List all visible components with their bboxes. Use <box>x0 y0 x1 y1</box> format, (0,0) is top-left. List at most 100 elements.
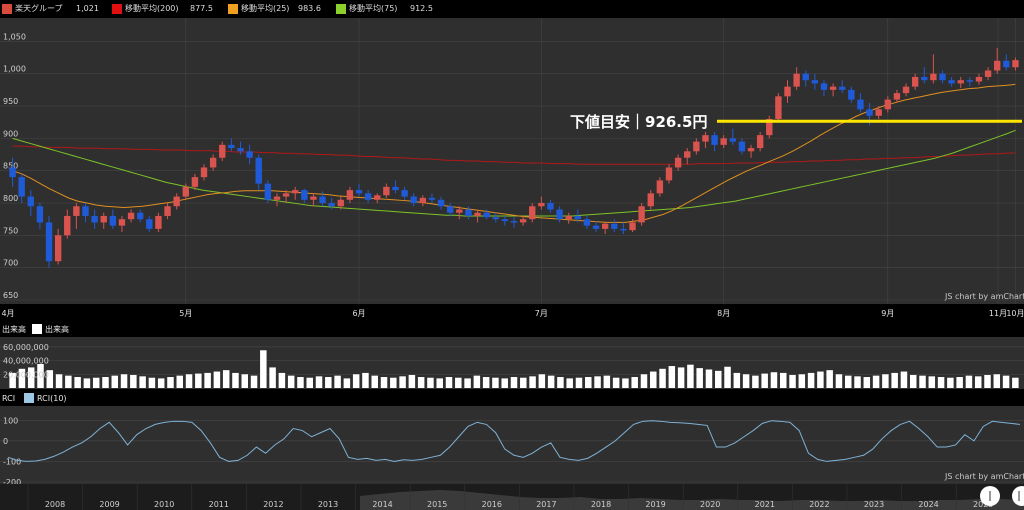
candle <box>492 212 499 223</box>
candle <box>802 70 809 87</box>
candle <box>27 190 34 216</box>
candle <box>848 86 855 103</box>
volume-bar <box>835 374 843 388</box>
candle-body <box>875 109 882 116</box>
candle-body <box>383 186 390 196</box>
volume-bar <box>260 350 267 388</box>
candle-body <box>720 138 727 145</box>
price-grid <box>0 18 1024 304</box>
candle <box>839 80 846 94</box>
legend-item-price[interactable]: 楽天グループ <box>2 3 63 15</box>
candle <box>474 209 481 223</box>
legend-item-ma75[interactable]: 移動平均(75) <box>336 3 397 15</box>
candle <box>711 131 718 152</box>
candle-body <box>282 193 290 197</box>
volume-bar <box>594 376 601 388</box>
volume-bar <box>334 375 341 388</box>
navigator-year-label: 2022 <box>809 500 829 509</box>
volume-bar <box>585 377 592 388</box>
candle-body <box>893 93 901 100</box>
volume-bar <box>956 377 963 388</box>
candle <box>374 193 381 204</box>
candle <box>383 183 390 198</box>
candle <box>756 131 764 152</box>
candle <box>155 212 162 233</box>
volume-bar <box>399 376 406 388</box>
volume-bar <box>872 375 880 388</box>
volume-bar <box>204 372 211 388</box>
candle-body <box>857 99 864 110</box>
volume-bar <box>826 370 833 388</box>
legend-label-price: 楽天グループ <box>15 4 63 13</box>
rci-y-tick-label: -100 <box>3 457 21 466</box>
candle <box>875 106 882 119</box>
candle <box>45 215 53 268</box>
month-tick-label: 11月 <box>989 309 1007 318</box>
candle-body <box>811 80 819 84</box>
volume-bar <box>269 367 276 388</box>
price-y-tick-label: 750 <box>3 226 18 235</box>
candle <box>948 76 955 87</box>
volume-bar <box>343 378 351 388</box>
candle-body <box>601 223 609 229</box>
candle-body <box>155 215 162 229</box>
candle-body <box>647 193 654 207</box>
volume-bar <box>919 375 926 388</box>
volume-bar <box>139 376 146 388</box>
volume-bar <box>167 377 174 388</box>
rci-legend-label[interactable]: RCI(10) <box>37 394 67 403</box>
candle <box>693 138 700 155</box>
price-y-tick-label: 700 <box>3 259 18 268</box>
volume-bar <box>937 377 945 388</box>
price-y-tick-label: 950 <box>3 97 18 106</box>
candle <box>510 217 518 228</box>
candle-body <box>27 196 34 207</box>
volume-bar <box>176 375 184 388</box>
candle <box>18 173 25 204</box>
candle <box>911 73 919 90</box>
volume-bar <box>120 374 128 388</box>
price-y-axis: 650 700 750 800 850 900 950 1,000 1,050 <box>3 32 26 300</box>
volume-bar <box>520 377 527 388</box>
volume-bar <box>213 371 221 388</box>
legend-item-ma200[interactable]: 移動平均(200) <box>112 3 179 15</box>
candle <box>702 131 709 149</box>
volume-legend-label[interactable]: 出来高 <box>45 324 69 334</box>
candle-body <box>209 157 217 168</box>
candle-body <box>911 76 919 87</box>
volume-panel-title: 出来高 <box>2 324 26 334</box>
legend-value-ma75: 912.5 <box>410 4 433 13</box>
volume-bar <box>1002 375 1010 388</box>
volume-bar <box>733 372 741 388</box>
volume-legend-swatch[interactable] <box>32 324 42 334</box>
rci-y-tick-label: 0 <box>3 437 8 446</box>
candle <box>237 141 244 155</box>
rci-legend-swatch[interactable] <box>24 393 34 403</box>
candle-body <box>866 109 873 116</box>
volume-bar <box>965 375 973 388</box>
candle-body <box>428 197 436 200</box>
volume-bar <box>325 377 332 388</box>
volume-bar <box>18 368 26 388</box>
rci-y-tick-label: -200 <box>3 478 21 487</box>
candle-body <box>820 83 828 90</box>
candle-body <box>109 215 117 226</box>
candle-body <box>45 222 53 262</box>
legend-swatch-price <box>2 3 12 14</box>
volume-bar <box>241 374 249 388</box>
candle <box>501 215 509 226</box>
candle <box>766 115 773 139</box>
candle <box>173 193 180 210</box>
navigator-year-label: 2019 <box>645 500 665 509</box>
candle-body <box>620 228 627 231</box>
candle <box>592 221 600 233</box>
amcharts-credit-rci[interactable]: JS chart by amCharts <box>944 472 1024 481</box>
volume-bar <box>482 377 490 388</box>
amcharts-credit-main[interactable]: JS chart by amCharts <box>944 292 1024 301</box>
navigator-year-label: 2010 <box>154 500 174 509</box>
volume-bar <box>27 367 35 388</box>
legend-item-ma25[interactable]: 移動平均(25) <box>228 3 289 15</box>
candlestick-series <box>9 47 1019 268</box>
price-y-tick-label: 800 <box>3 194 18 203</box>
navigator-right-grip[interactable] <box>1012 486 1024 506</box>
